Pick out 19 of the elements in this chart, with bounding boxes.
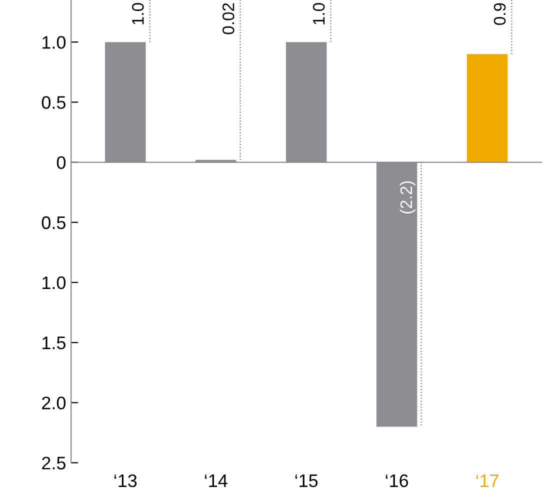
data-label: 0.02 [222,3,234,34]
x-tick-label: ‘17 [476,474,498,487]
y-tick-label: 1.0 [42,36,66,49]
x-tick-label: ‘15 [295,474,318,488]
data-label: 0.9 [494,3,506,25]
y-tick-label: 2.5 [42,456,66,470]
y-tick-label: 1.5 [42,336,66,350]
data-label: 1.0 [312,3,325,24]
y-tick-label: 0.5 [42,216,66,230]
data-label: 1.0 [132,3,144,24]
y-tick-label: 1.0 [42,276,66,290]
data-label: (2.2) [400,181,416,214]
y-tick-label: 0.5 [42,96,66,109]
x-tick-label: ‘14 [204,474,228,487]
y-tick-label: 2.0 [42,396,66,410]
x-tick-label: ‘16 [386,474,408,488]
y-tick-label: 0 [56,156,66,169]
bar [466,54,508,162]
x-tick-label: ‘13 [114,474,137,488]
